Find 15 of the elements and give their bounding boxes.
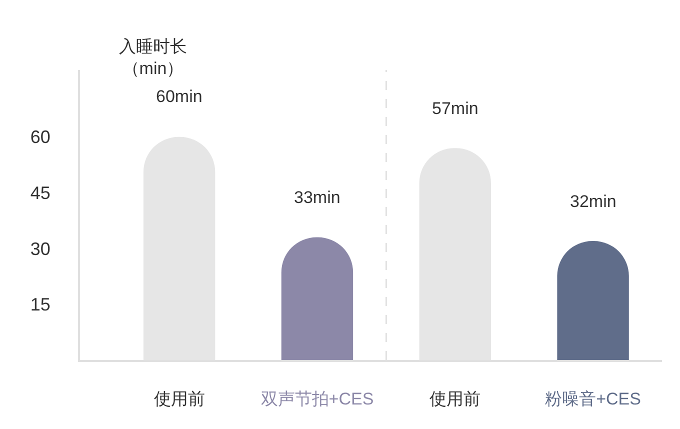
y-tick-label: 15 [30, 294, 50, 315]
x-tick-label: 使用前 [430, 389, 481, 408]
x-tick-label: 粉噪音+CES [545, 389, 641, 408]
y-axis-title: 入睡时长（min） [119, 37, 187, 78]
data-label: 60min [156, 87, 202, 106]
x-tick-label: 使用前 [154, 389, 205, 408]
y-tick-label: 30 [30, 238, 50, 259]
data-label: 32min [570, 192, 616, 211]
bar [281, 237, 354, 360]
y-tick-label: 45 [30, 182, 50, 203]
y-tick-label: 60 [30, 127, 50, 148]
bar [557, 241, 629, 360]
x-tick-label: 双声节拍+CES [260, 389, 374, 408]
data-label: 57min [432, 99, 478, 118]
data-label: 33min [294, 188, 340, 207]
